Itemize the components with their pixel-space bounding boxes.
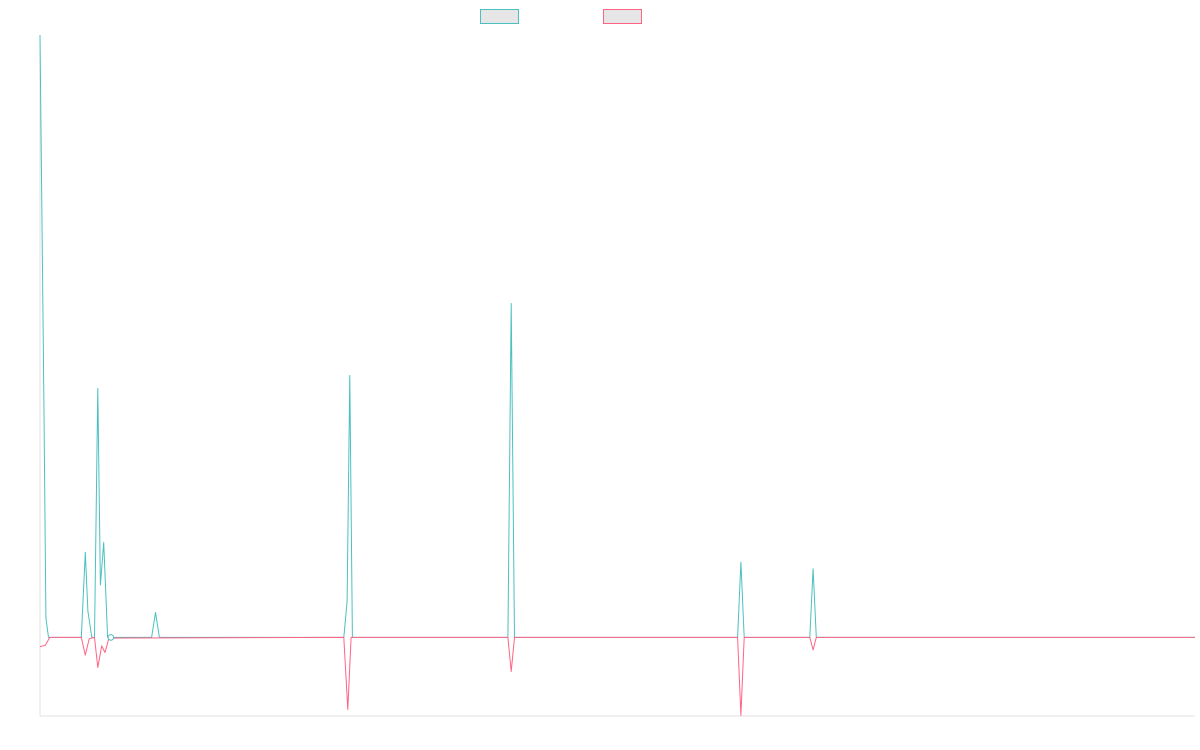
highlight-point[interactable] — [107, 634, 115, 641]
series-layer — [39, 34, 1195, 716]
legend-swatch-series-1[interactable] — [480, 9, 519, 24]
legend — [480, 9, 642, 24]
series-line-2[interactable] — [39, 636, 1195, 716]
axes — [39, 35, 1195, 717]
legend-swatch-series-2[interactable] — [603, 9, 642, 24]
series-line-1[interactable] — [39, 34, 1195, 638]
